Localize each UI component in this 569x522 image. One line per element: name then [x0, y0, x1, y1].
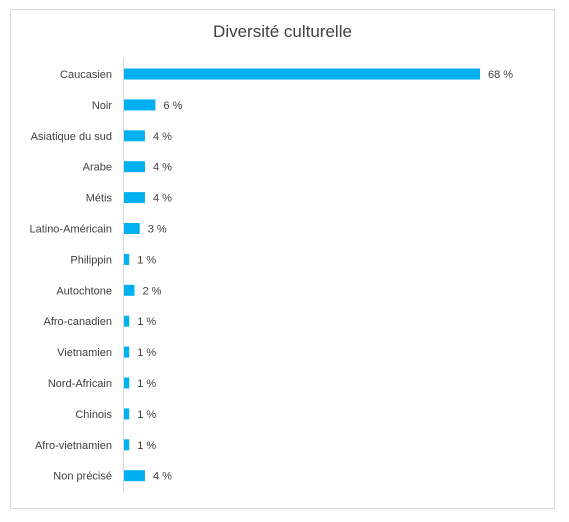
category-tick-label: Métis	[86, 193, 113, 205]
bar	[124, 130, 145, 142]
category-tick-label: Arabe	[83, 162, 112, 174]
bar	[124, 161, 145, 173]
category-tick-label: Caucasien	[60, 69, 112, 81]
bar	[124, 68, 480, 80]
chart-title: Diversité culturelle	[213, 22, 352, 41]
category-tick-label: Chinois	[75, 409, 112, 421]
bar	[124, 284, 135, 296]
bar	[124, 99, 156, 111]
data-label: 1 %	[137, 254, 156, 266]
bar	[124, 377, 130, 389]
bar	[124, 253, 130, 265]
data-label: 6 %	[163, 100, 182, 112]
bar	[124, 408, 130, 420]
data-label: 3 %	[148, 224, 167, 236]
bar	[124, 470, 145, 482]
category-tick-label: Philippin	[70, 254, 112, 266]
data-label: 68 %	[488, 69, 513, 81]
category-tick-label: Afro-vietnamien	[35, 440, 112, 452]
category-tick-label: Non précisé	[53, 471, 112, 483]
data-label: 4 %	[153, 162, 172, 174]
data-label: 4 %	[153, 193, 172, 205]
category-tick-label: Autochtone	[56, 285, 112, 297]
data-label: 1 %	[137, 316, 156, 328]
data-label: 1 %	[137, 378, 156, 390]
data-label: 2 %	[142, 285, 161, 297]
data-label: 1 %	[137, 409, 156, 421]
category-tick-label: Latino-Américain	[29, 224, 112, 236]
category-tick-label: Nord-Africain	[48, 378, 112, 390]
bar	[124, 346, 130, 358]
category-tick-label: Afro-canadien	[44, 316, 113, 328]
data-label: 1 %	[137, 440, 156, 452]
data-label: 4 %	[153, 471, 172, 483]
category-tick-label: Asiatique du sud	[31, 131, 112, 143]
bar	[124, 439, 130, 451]
bar	[124, 315, 130, 327]
data-label: 4 %	[153, 131, 172, 143]
bar	[124, 223, 140, 234]
category-tick-label: Vietnamien	[57, 347, 112, 359]
category-tick-label: Noir	[92, 100, 113, 112]
data-label: 1 %	[137, 347, 156, 359]
chart-frame: Diversité culturelle	[10, 9, 555, 509]
bar	[124, 192, 145, 204]
